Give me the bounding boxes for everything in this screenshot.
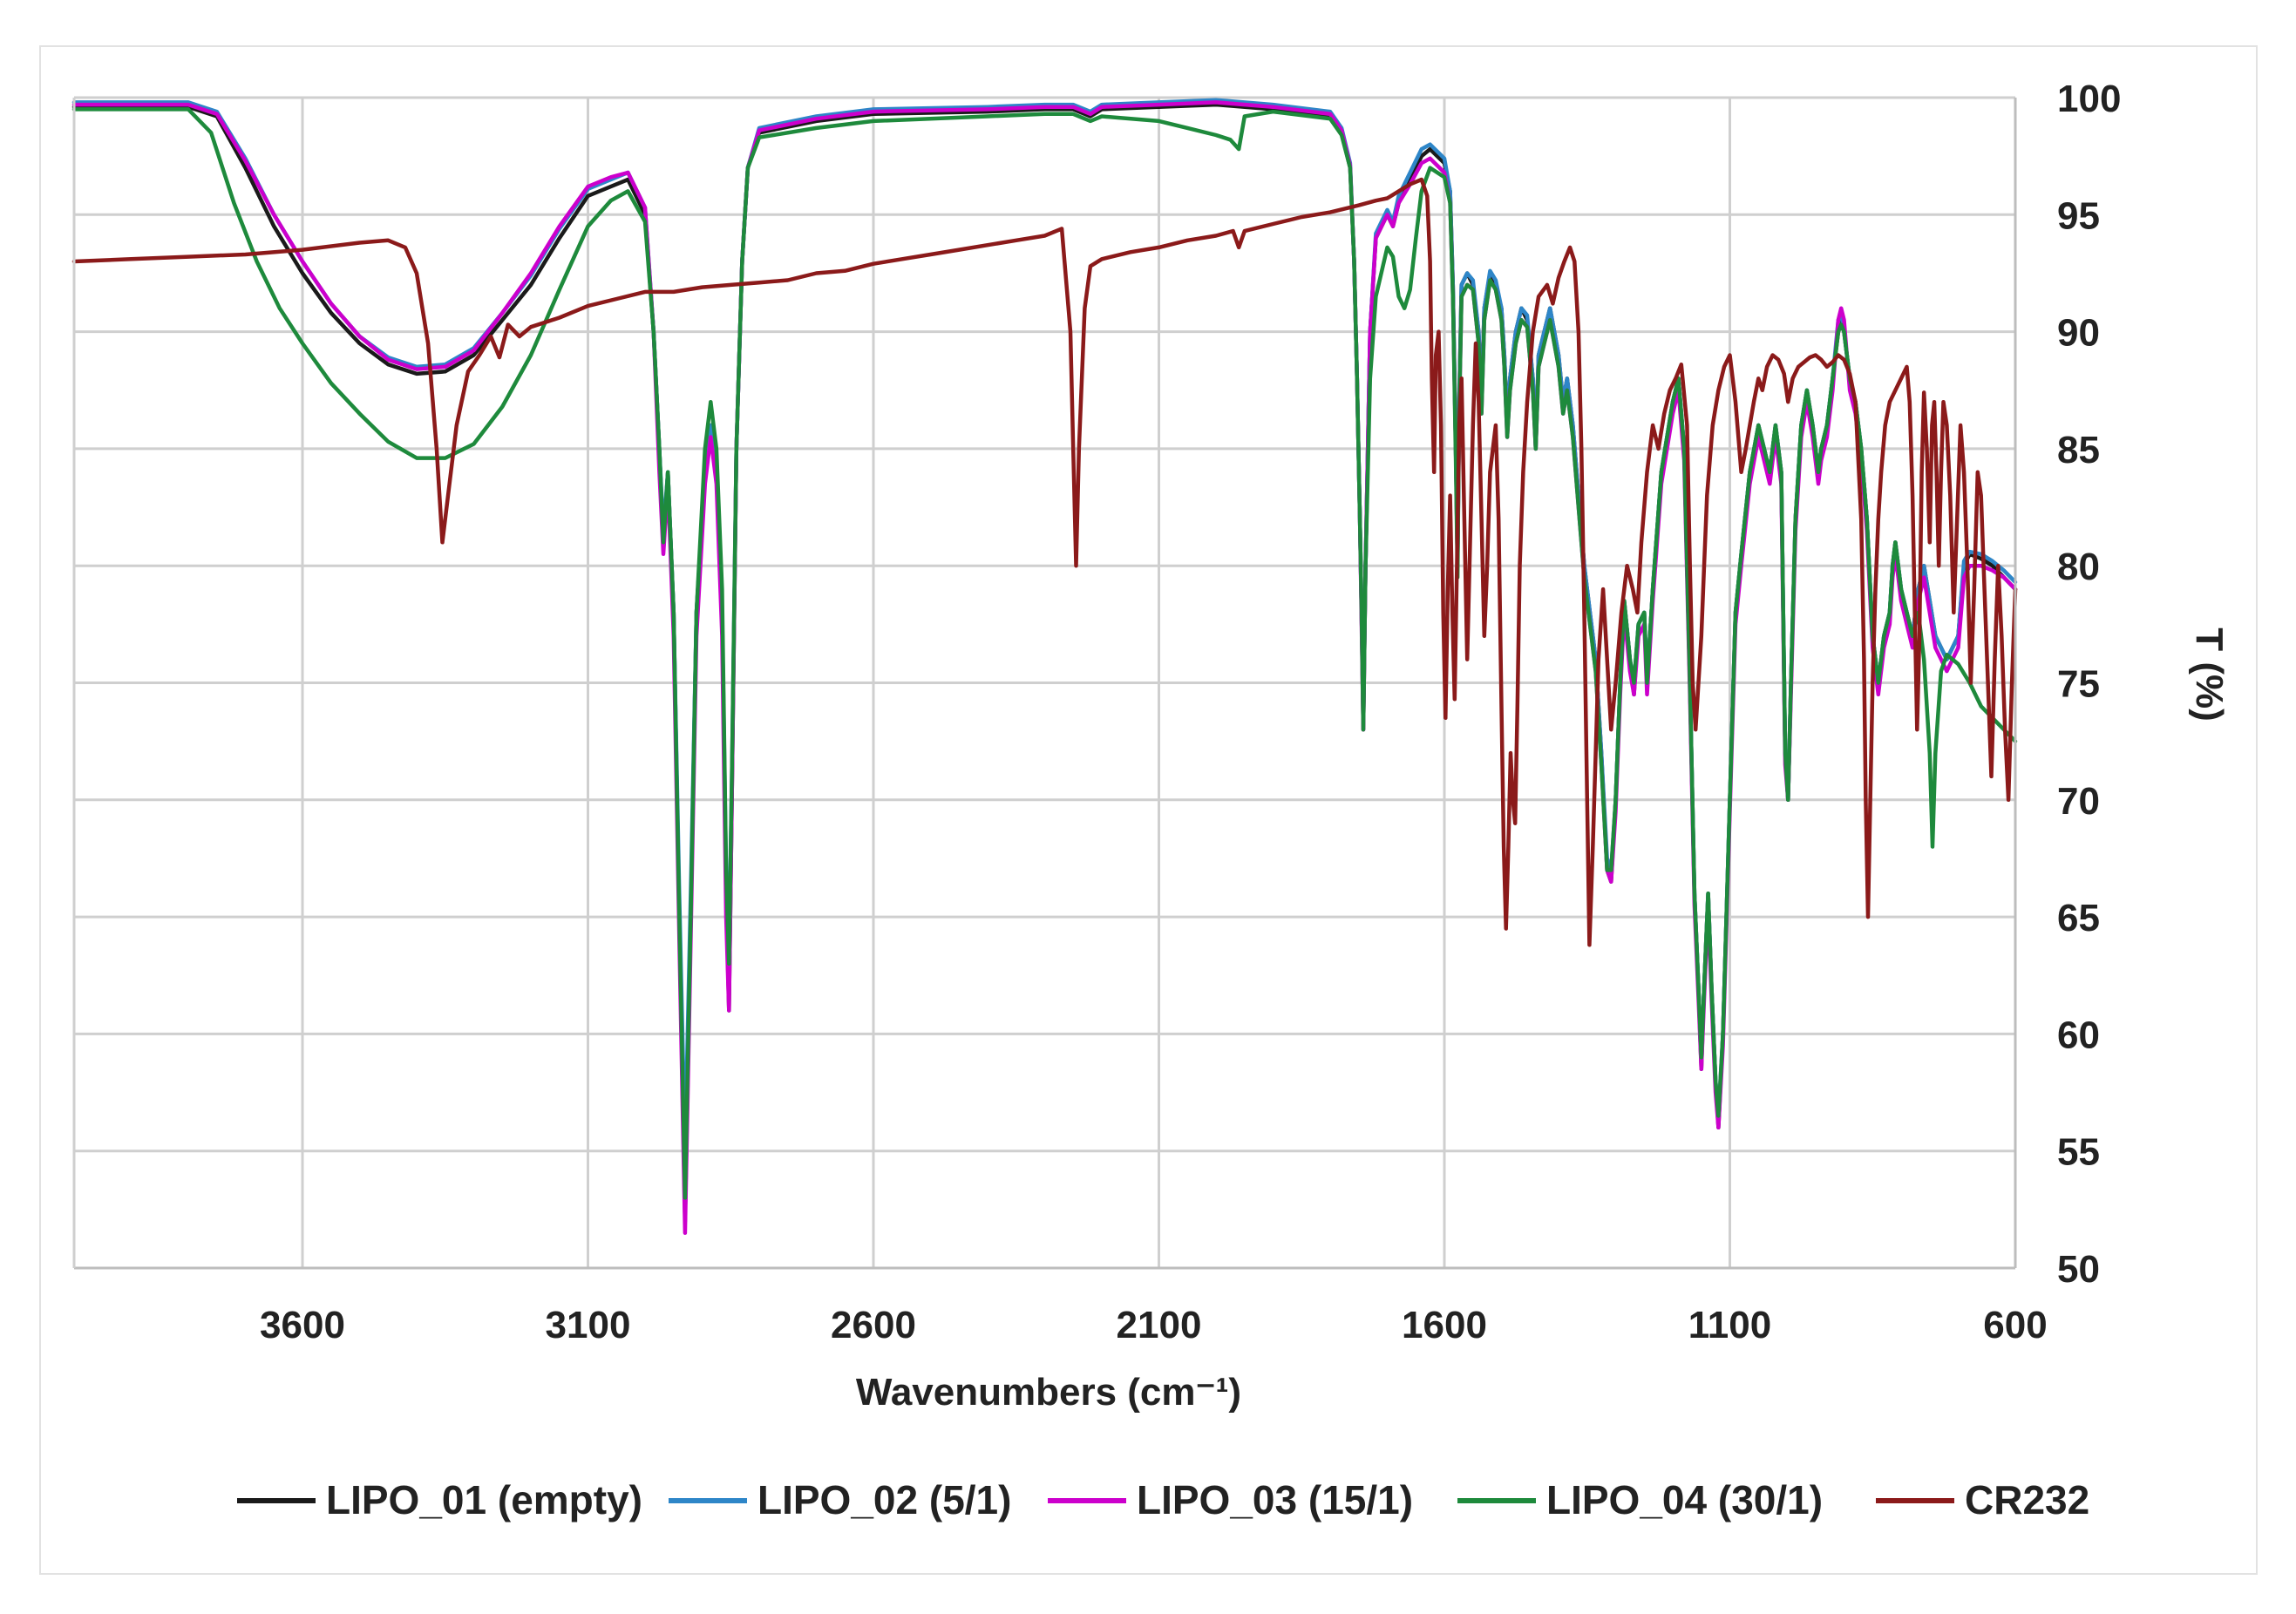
- y-axis-label: T (%): [2188, 627, 2231, 722]
- y-tick-label: 55: [2057, 1131, 2100, 1174]
- y-tick-label: 75: [2057, 663, 2100, 706]
- x-axis-label: Wavenumbers (cm⁻¹): [856, 1371, 1241, 1414]
- y-tick-label: 80: [2057, 546, 2100, 588]
- x-tick-label: 2600: [831, 1304, 916, 1346]
- axes: [72, 98, 2017, 1270]
- x-tick-label: 1600: [1402, 1304, 1487, 1346]
- y-tick-label: 70: [2057, 780, 2100, 823]
- x-tick-label: 3600: [260, 1304, 345, 1346]
- y-tick-label: 50: [2057, 1248, 2100, 1291]
- y-tick-label: 65: [2057, 897, 2100, 939]
- legend: LIPO_01 (empty) LIPO_02 (5/1) LIPO_03 (15/…: [237, 1477, 2089, 1522]
- y-tick-label: 100: [2057, 78, 2121, 120]
- series-line-3: [71, 100, 2018, 1235]
- series-line-5: [71, 177, 2018, 947]
- series-layer: [71, 98, 2018, 1235]
- series-line-4: [71, 107, 2018, 1200]
- legend-label: CR232: [1965, 1477, 2089, 1522]
- tick-labels: 50 55 60 65 70 75 80 85 90 95 100 3600 3100 2600 2100 1…: [260, 78, 2121, 1346]
- y-tick-label: 60: [2057, 1014, 2100, 1056]
- y-tick-label: 90: [2057, 312, 2100, 355]
- x-tick-label: 1100: [1688, 1304, 1771, 1346]
- y-tick-label: 85: [2057, 429, 2100, 471]
- grid: [74, 96, 2017, 1270]
- legend-label: LIPO_04 (30/1): [1546, 1477, 1823, 1522]
- legend-label: LIPO_02 (5/1): [757, 1477, 1011, 1522]
- x-tick-label: 3100: [546, 1304, 631, 1346]
- chart-frame: [39, 45, 2258, 1575]
- x-tick-label: 2100: [1117, 1304, 1202, 1346]
- x-tick-label: 600: [1983, 1304, 2047, 1346]
- y-tick-label: 95: [2057, 194, 2100, 237]
- legend-label: LIPO_01 (empty): [326, 1477, 642, 1522]
- legend-label: LIPO_03 (15/1): [1137, 1477, 1413, 1522]
